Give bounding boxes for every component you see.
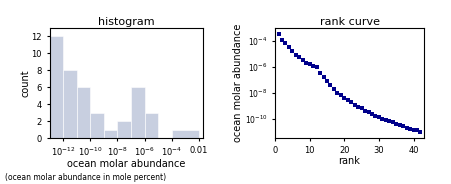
Bar <box>90 113 104 138</box>
Bar <box>117 121 131 138</box>
Y-axis label: count: count <box>20 69 30 97</box>
Text: (ocean molar abundance in mole percent): (ocean molar abundance in mole percent) <box>5 173 166 182</box>
Bar <box>77 87 90 138</box>
Bar <box>63 70 77 138</box>
Y-axis label: ocean molar abundance: ocean molar abundance <box>233 24 243 142</box>
Bar <box>104 130 117 138</box>
X-axis label: ocean molar abundance: ocean molar abundance <box>67 159 185 169</box>
Bar <box>145 113 158 138</box>
X-axis label: rank: rank <box>339 156 360 166</box>
Title: rank curve: rank curve <box>319 17 380 27</box>
Title: histogram: histogram <box>98 17 155 27</box>
Bar <box>131 87 145 138</box>
Bar <box>50 36 63 138</box>
Bar <box>172 130 199 138</box>
